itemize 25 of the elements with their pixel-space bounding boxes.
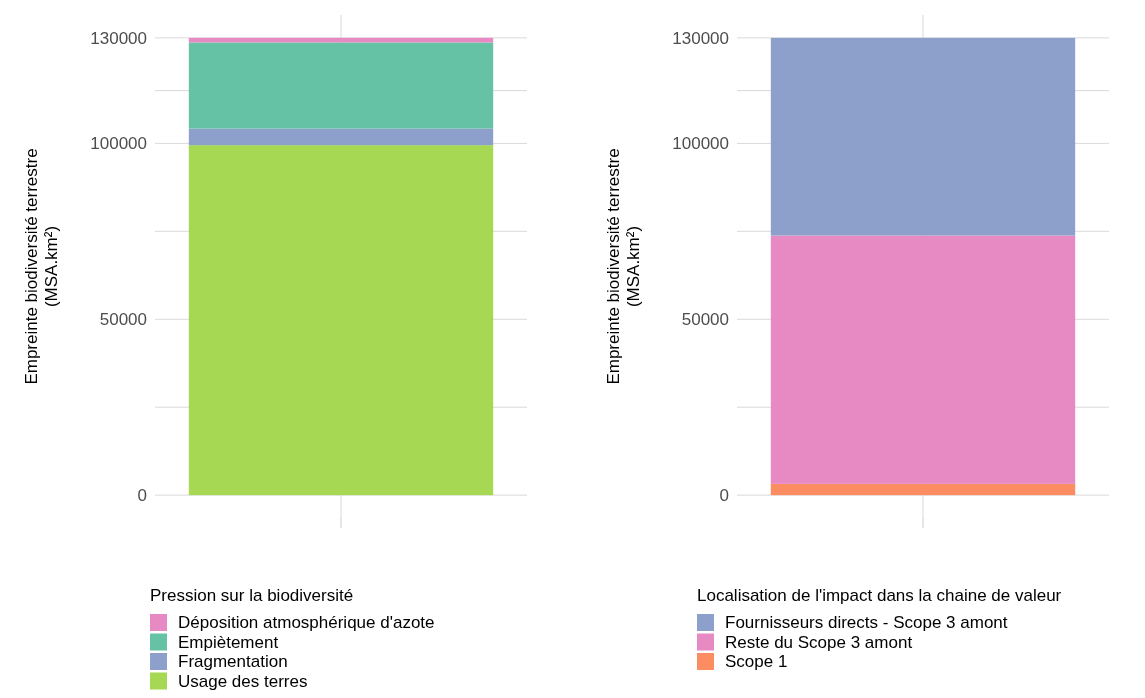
legend-label: Fragmentation bbox=[178, 652, 288, 671]
y-axis-title: Empreinte biodiversité terrestre (MSA.km²) bbox=[22, 148, 61, 385]
y-tick-label: 50000 bbox=[681, 310, 729, 330]
bar bbox=[188, 145, 494, 496]
legend-label: Reste du Scope 3 amont bbox=[725, 632, 913, 652]
bar bbox=[188, 128, 494, 146]
bar bbox=[770, 37, 1076, 236]
legend-label: Empiètement bbox=[178, 632, 279, 652]
bar bbox=[188, 42, 494, 129]
bar bbox=[770, 235, 1076, 484]
legend-label: Usage des terres bbox=[178, 671, 308, 691]
legend-label: Déposition atmosphérique d'azote bbox=[178, 613, 435, 632]
legend-title: Localisation de l'impact dans la chaine de valeur bbox=[697, 586, 1062, 605]
legend-label: Scope 1 bbox=[725, 652, 788, 671]
y-tick-label: 0 bbox=[719, 486, 729, 506]
y-tick-label: 100000 bbox=[672, 134, 729, 154]
y-tick-label: 130000 bbox=[672, 28, 729, 48]
y-tick-label: 100000 bbox=[90, 134, 147, 154]
y-tick-label: 50000 bbox=[99, 310, 147, 330]
legend-title: Pression sur la biodiversité bbox=[150, 586, 354, 605]
bar bbox=[770, 483, 1076, 496]
y-tick-label: 0 bbox=[137, 486, 147, 506]
y-tick-label: 130000 bbox=[90, 28, 147, 48]
legend-label: Fournisseurs directs - Scope 3 amont bbox=[725, 613, 1008, 632]
y-axis-title: Empreinte biodiversité terrestre (MSA.km²) bbox=[604, 148, 643, 385]
